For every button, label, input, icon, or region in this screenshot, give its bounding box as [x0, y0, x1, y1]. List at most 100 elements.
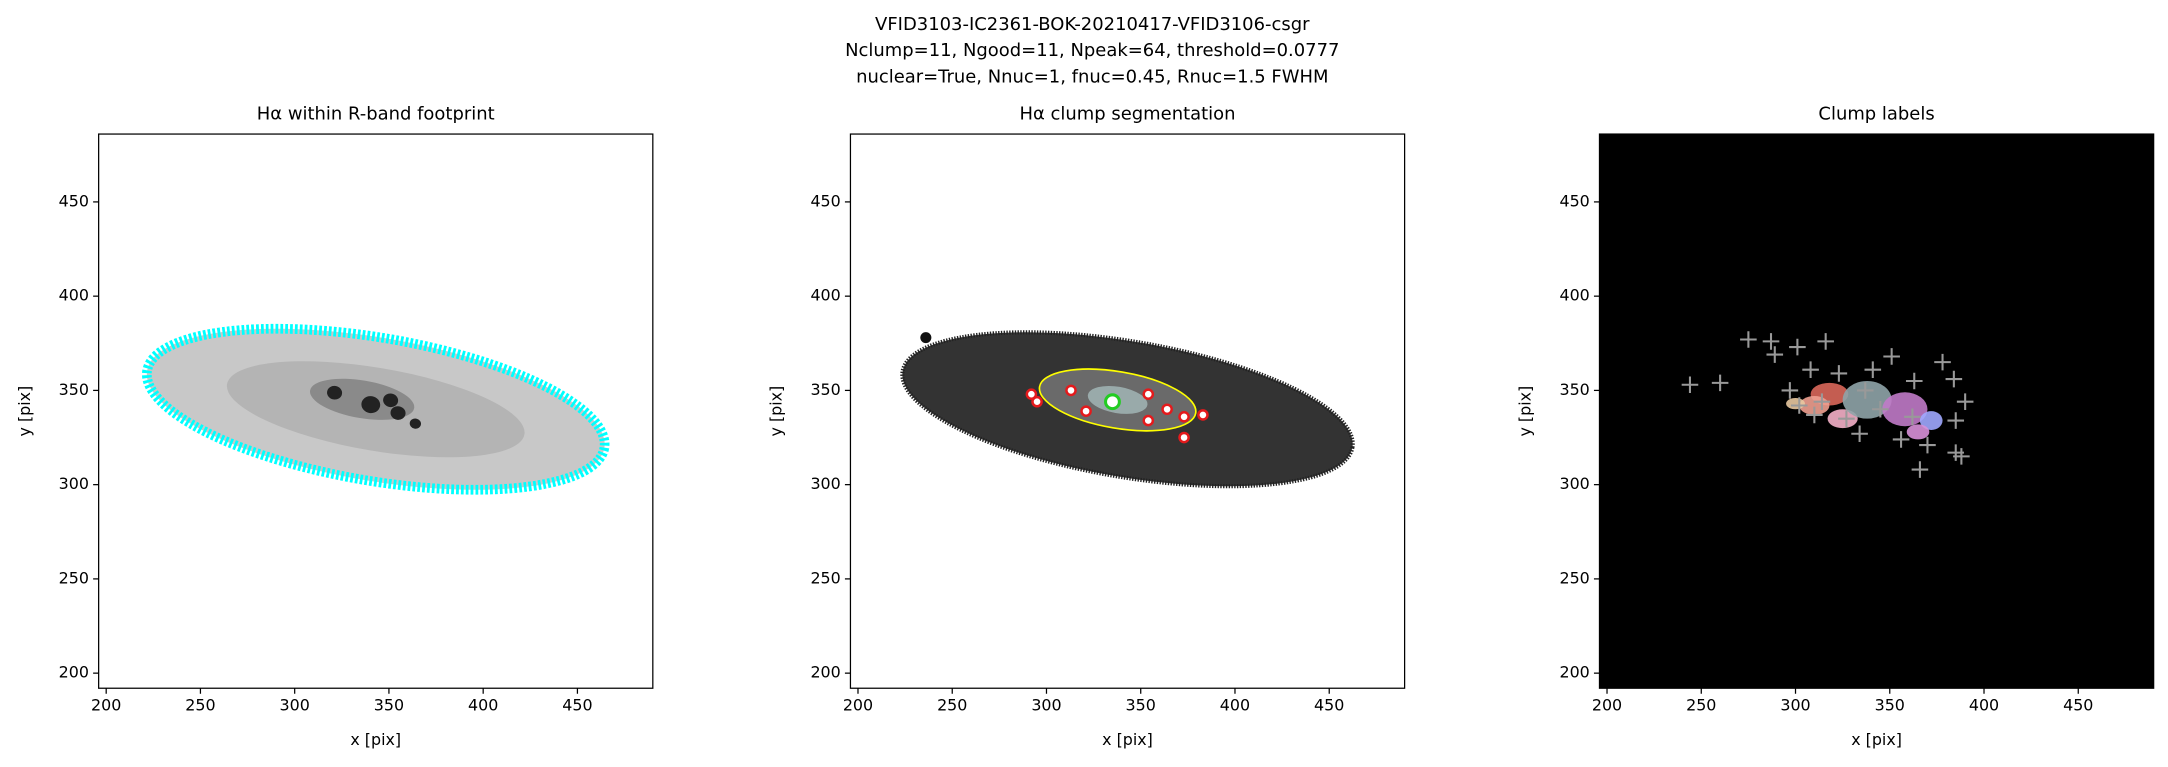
y-tick-label: 400 [59, 286, 89, 305]
peak-marker [1838, 410, 1855, 427]
y-tick-label: 300 [59, 474, 89, 493]
x-tick-label: 200 [91, 696, 121, 715]
y-tick-label: 450 [59, 191, 89, 210]
peak-marker [1856, 382, 1874, 399]
clump-marker [1080, 405, 1092, 417]
clump-marker [1065, 384, 1077, 397]
y-tick-label: 350 [810, 380, 840, 399]
x-tick-label: 250 [185, 696, 215, 715]
y-tick-label: 400 [810, 286, 840, 305]
peak-marker [1919, 436, 1936, 454]
peak-marker [1953, 448, 1970, 465]
x-tick-label: 400 [1969, 696, 1999, 715]
figure-title: VFID3103-IC2361-BOK-20210417-VFID3106-cs… [875, 14, 1310, 35]
peak-marker [1904, 408, 1921, 426]
x-tick-label: 350 [374, 696, 404, 715]
axes-frame [98, 133, 654, 689]
clump-marker [1161, 403, 1173, 416]
peak-marker [1817, 333, 1834, 350]
x-axis-label: x [pix] [1851, 730, 1902, 749]
axes-frame [849, 133, 1406, 689]
x-tick-label: 400 [468, 696, 498, 715]
peak-marker [1872, 400, 1889, 418]
y-tick-label: 250 [59, 568, 89, 587]
y-tick-label: 250 [1559, 568, 1589, 587]
y-tick-label: 250 [810, 568, 840, 587]
clump-marker [1142, 414, 1155, 427]
peak-marker [1766, 346, 1784, 363]
peak-marker [1947, 412, 1965, 429]
peak-marker [1911, 461, 1929, 478]
label-region [1786, 397, 1805, 410]
peak-marker [1864, 361, 1882, 378]
x-tick-label: 300 [280, 696, 310, 715]
clump-marker [1197, 409, 1209, 421]
image-blob [920, 332, 932, 344]
peak-marker [1789, 338, 1806, 356]
axes-frame [1598, 133, 2155, 689]
y-tick-label: 300 [1559, 474, 1589, 493]
peak-marker [1830, 365, 1848, 382]
peak-marker [1813, 393, 1831, 411]
image-blob [361, 396, 381, 414]
x-tick-label: 450 [1314, 696, 1344, 715]
peak-marker [1883, 348, 1900, 365]
x-tick-label: 200 [843, 696, 873, 715]
y-axis-label: y [pix] [767, 386, 786, 437]
label-region [1906, 424, 1930, 440]
peak-marker [1806, 406, 1823, 424]
peak-marker [1790, 397, 1808, 414]
x-tick-label: 400 [1220, 696, 1250, 715]
clump-marker [1025, 388, 1038, 400]
x-tick-label: 350 [1875, 696, 1905, 715]
figure-title: nuclear=True, Nnuc=1, fnuc=0.45, Rnuc=1.… [856, 66, 1328, 87]
image-blob [327, 385, 343, 400]
peak-marker [1681, 376, 1699, 394]
x-tick-label: 350 [1126, 696, 1156, 715]
axes-title: Clump labels [1818, 104, 1934, 125]
y-tick-label: 350 [1559, 380, 1589, 399]
y-tick-label: 200 [810, 663, 840, 682]
y-tick-label: 400 [1559, 286, 1589, 305]
axes-title: Hα clump segmentation [1020, 104, 1236, 125]
peak-marker [1945, 370, 1963, 388]
y-tick-label: 300 [810, 474, 840, 493]
nucleus-marker [1104, 393, 1121, 411]
clump-marker [1178, 410, 1190, 423]
clump-marker [1178, 431, 1190, 444]
image-blob [383, 393, 399, 408]
peak-marker [1851, 425, 1868, 443]
image-area [141, 323, 610, 495]
image-blob [390, 406, 406, 420]
clump-marker [1142, 388, 1155, 400]
clump-marker [1031, 395, 1043, 408]
x-tick-label: 200 [1592, 696, 1622, 715]
peak-marker [1711, 374, 1729, 392]
peak-marker [1740, 331, 1757, 348]
y-tick-label: 450 [1559, 191, 1589, 210]
y-axis-label: y [pix] [15, 386, 34, 437]
axes-title: Hα within R-band footprint [257, 104, 495, 125]
y-axis-label: y [pix] [1516, 386, 1535, 437]
x-tick-label: 250 [937, 696, 967, 715]
peak-marker [1934, 353, 1951, 371]
y-tick-label: 200 [1559, 663, 1589, 682]
image-area [1599, 134, 2154, 689]
x-tick-label: 450 [562, 696, 592, 715]
peak-marker [1956, 393, 1974, 411]
peak-marker [1762, 333, 1780, 350]
peak-marker [1905, 372, 1923, 390]
y-tick-label: 200 [59, 663, 89, 682]
y-tick-label: 450 [810, 191, 840, 210]
peak-marker [1802, 361, 1819, 378]
x-tick-label: 250 [1686, 696, 1716, 715]
x-axis-label: x [pix] [350, 730, 401, 749]
x-tick-label: 300 [1780, 696, 1810, 715]
peak-marker [1781, 382, 1799, 399]
x-tick-label: 450 [2063, 696, 2093, 715]
x-axis-label: x [pix] [1102, 730, 1153, 749]
image-area [900, 330, 1355, 489]
figure-title: Nclump=11, Ngood=11, Npeak=64, threshold… [845, 40, 1339, 61]
image-blob [409, 418, 422, 429]
